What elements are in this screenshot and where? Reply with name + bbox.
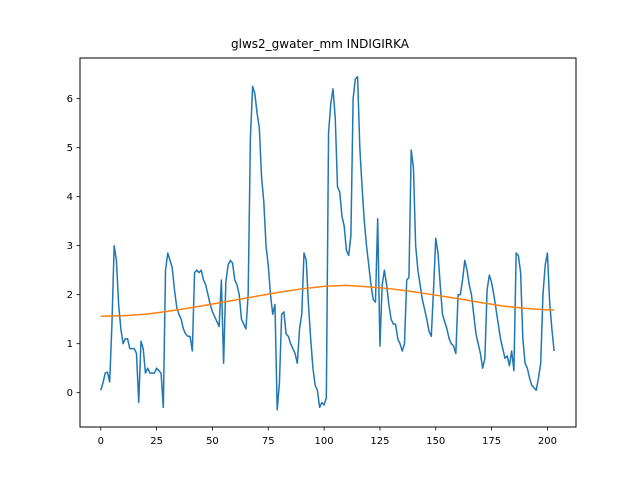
- x-axis: 0 25 50 75 100 125 150 175 200: [98, 427, 557, 447]
- y-tick-label: 1: [67, 339, 73, 350]
- y-tick-label: 3: [67, 241, 73, 252]
- x-tick-label: 50: [206, 436, 219, 447]
- x-tick-label: 100: [315, 436, 334, 447]
- x-tick-label: 25: [150, 436, 163, 447]
- x-tick-label: 175: [482, 436, 501, 447]
- plot-area: [100, 75, 555, 411]
- series-line-1: [100, 75, 555, 411]
- x-tick-label: 150: [426, 436, 445, 447]
- x-tick-label: 125: [370, 436, 389, 447]
- y-tick-label: 6: [67, 94, 73, 105]
- series-line-2: [100, 284, 555, 317]
- chart-title: glws2_gwater_mm INDIGIRKA: [231, 37, 410, 51]
- x-tick-label: 200: [538, 436, 557, 447]
- x-tick-label: 75: [262, 436, 275, 447]
- y-tick-label: 2: [67, 290, 73, 301]
- y-axis: 0 1 2 3 4 5 6: [67, 94, 80, 399]
- y-tick-label: 0: [67, 388, 73, 399]
- y-tick-label: 5: [67, 143, 73, 154]
- y-tick-label: 4: [67, 192, 73, 203]
- axes-frame: [79, 57, 577, 428]
- x-tick-label: 0: [98, 436, 104, 447]
